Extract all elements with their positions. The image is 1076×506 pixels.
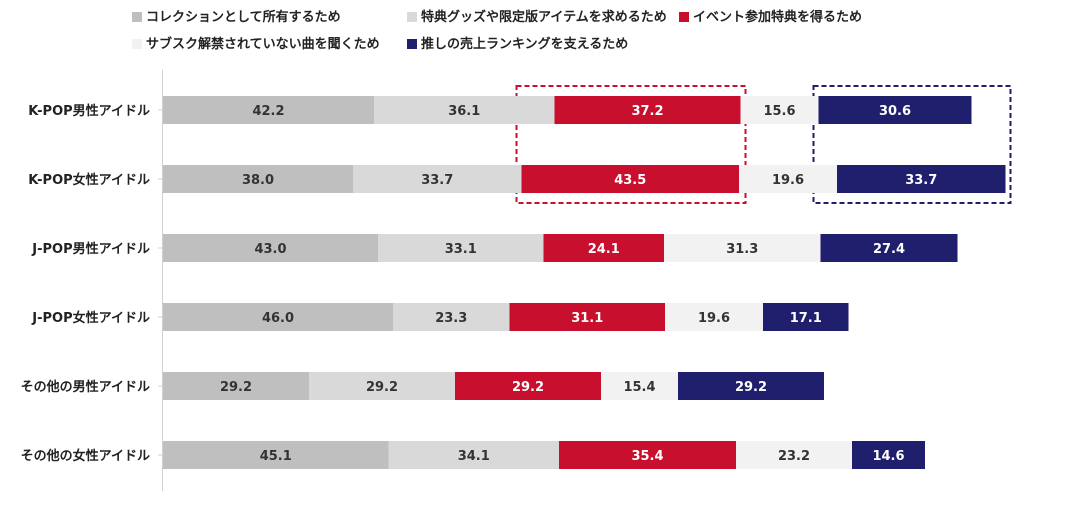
bar-2-x bbox=[309, 372, 455, 400]
data-label: 42.2 bbox=[252, 104, 284, 119]
bar-1-k-pop bbox=[163, 96, 374, 124]
bar-5-k-pop bbox=[818, 96, 972, 124]
data-label: 43.0 bbox=[254, 242, 286, 257]
bar-1-x bbox=[163, 441, 389, 469]
bar-5-k-pop bbox=[837, 165, 1006, 193]
category-label: その他の女性アイドル bbox=[21, 448, 150, 464]
data-label: 38.0 bbox=[242, 173, 274, 188]
data-label: 24.1 bbox=[588, 242, 620, 257]
legend-swatch bbox=[679, 12, 689, 22]
bar-3-k-pop bbox=[521, 165, 739, 193]
data-label: 33.7 bbox=[905, 173, 937, 188]
bar-4-k-pop bbox=[740, 96, 819, 124]
legend-label: 推しの売上ランキングを支えるため bbox=[421, 36, 628, 52]
highlight-box-2 bbox=[812, 85, 1012, 204]
highlight-box-1 bbox=[515, 85, 747, 204]
data-label: 29.2 bbox=[366, 380, 398, 395]
legend-label: コレクションとして所有するため bbox=[146, 9, 341, 25]
legend-swatch bbox=[407, 12, 417, 22]
legend-item-5: 推しの売上ランキングを支えるため bbox=[407, 36, 628, 52]
category-label: その他の男性アイドル bbox=[21, 379, 150, 395]
data-label: 15.4 bbox=[623, 380, 655, 395]
data-label: 29.2 bbox=[220, 380, 252, 395]
data-label: 33.7 bbox=[421, 173, 453, 188]
legend-label: サブスク解禁されていない曲を聞くため bbox=[146, 36, 380, 52]
bar-2-k-pop bbox=[353, 165, 522, 193]
bar-5-j-pop bbox=[820, 234, 958, 262]
category-axis: K-POP男性アイドル K-POP女性アイドル J-POP男性アイドル J-POP女性… bbox=[21, 70, 163, 491]
bar-3-x bbox=[559, 441, 736, 469]
bar-5-j-pop bbox=[763, 303, 849, 331]
data-label: 19.6 bbox=[772, 173, 804, 188]
data-label: 19.6 bbox=[698, 311, 730, 326]
bar-4-k-pop bbox=[739, 165, 837, 193]
legend-swatch bbox=[407, 39, 417, 49]
legend-swatch bbox=[132, 39, 142, 49]
data-label: 37.2 bbox=[631, 104, 663, 119]
legend: コレクションとして所有するため 特典グッズや限定版アイテムを求めるため イベント参加… bbox=[132, 9, 862, 52]
bar-5-x bbox=[852, 441, 925, 469]
data-label: 45.1 bbox=[260, 449, 292, 464]
bars bbox=[163, 96, 1006, 469]
data-label: 23.2 bbox=[778, 449, 810, 464]
bar-2-x bbox=[388, 441, 559, 469]
bar-1-j-pop bbox=[163, 303, 393, 331]
data-label: 17.1 bbox=[790, 311, 822, 326]
bar-1-x bbox=[163, 372, 309, 400]
bar-4-x bbox=[736, 441, 852, 469]
data-label: 34.1 bbox=[458, 449, 490, 464]
bar-3-k-pop bbox=[554, 96, 741, 124]
data-label: 14.6 bbox=[872, 449, 904, 464]
legend-item-1: コレクションとして所有するため bbox=[132, 9, 341, 25]
bar-2-j-pop bbox=[393, 303, 510, 331]
bar-3-j-pop bbox=[543, 234, 664, 262]
legend-item-3: イベント参加特典を得るため bbox=[679, 9, 862, 25]
legend-label: イベント参加特典を得るため bbox=[693, 9, 862, 25]
data-label: 46.0 bbox=[262, 311, 294, 326]
bar-2-k-pop bbox=[374, 96, 555, 124]
data-label: 35.4 bbox=[631, 449, 663, 464]
category-label: J-POP女性アイドル bbox=[31, 310, 150, 326]
data-label: 29.2 bbox=[512, 380, 544, 395]
data-labels: 42.2 36.1 37.2 15.6 30.6 38.0 33.7 43.5 19.6 33.7… bbox=[220, 104, 937, 464]
data-label: 36.1 bbox=[448, 104, 480, 119]
bar-4-j-pop bbox=[665, 303, 763, 331]
category-label: J-POP男性アイドル bbox=[31, 241, 150, 257]
legend-item-2: 特典グッズや限定版アイテムを求めるため bbox=[407, 9, 667, 25]
data-label: 31.1 bbox=[571, 311, 603, 326]
legend-item-4: サブスク解禁されていない曲を聞くため bbox=[132, 36, 380, 52]
legend-label: 特典グッズや限定版アイテムを求めるため bbox=[421, 9, 667, 25]
category-label: K-POP女性アイドル bbox=[28, 172, 150, 188]
bar-2-j-pop bbox=[378, 234, 544, 262]
data-label: 33.1 bbox=[445, 242, 477, 257]
legend-swatch bbox=[132, 12, 142, 22]
bar-4-x bbox=[601, 372, 678, 400]
bar-3-x bbox=[455, 372, 601, 400]
data-label: 31.3 bbox=[726, 242, 758, 257]
data-label: 30.6 bbox=[879, 104, 911, 119]
bar-3-j-pop bbox=[509, 303, 665, 331]
data-label: 29.2 bbox=[735, 380, 767, 395]
highlight-boxes bbox=[515, 85, 1012, 204]
data-label: 15.6 bbox=[763, 104, 795, 119]
data-label: 43.5 bbox=[614, 173, 646, 188]
bar-1-k-pop bbox=[163, 165, 353, 193]
bar-1-j-pop bbox=[163, 234, 378, 262]
bar-5-x bbox=[678, 372, 824, 400]
data-label: 23.3 bbox=[435, 311, 467, 326]
bar-4-j-pop bbox=[664, 234, 821, 262]
category-label: K-POP男性アイドル bbox=[28, 103, 150, 119]
data-label: 27.4 bbox=[873, 242, 905, 257]
